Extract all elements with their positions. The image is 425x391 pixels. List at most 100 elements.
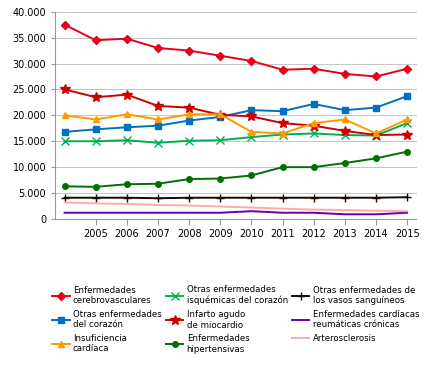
Enfermedades cardíacas
reumáticas crónicas [187, 210, 192, 215]
Infarto agudo
de miocardio [156, 104, 161, 108]
Enfermedades
hipertensivas [405, 149, 410, 154]
Enfermedades
cerebrovasculares [156, 46, 161, 50]
Insuficiencia
cardíaca [156, 117, 161, 122]
Arterosclerosis [62, 200, 67, 205]
Enfermedades
cerebrovasculares [125, 36, 130, 41]
Otras enfermedades
del corazón [311, 102, 316, 106]
Otras enfermedades de
los vasos sanguíneos [249, 196, 254, 200]
Insuficiencia
cardíaca [62, 113, 67, 118]
Enfermedades
cerebrovasculares [218, 54, 223, 58]
Arterosclerosis [249, 205, 254, 210]
Enfermedades
hipertensivas [156, 181, 161, 186]
Otras enfermedades
isquémicas del corazón [405, 121, 410, 126]
Arterosclerosis [342, 208, 347, 212]
Insuficiencia
cardíaca [342, 117, 347, 122]
Line: Enfermedades cardíacas
reumáticas crónicas: Enfermedades cardíacas reumáticas crónic… [65, 211, 407, 214]
Enfermedades
hipertensivas [125, 182, 130, 187]
Otras enfermedades
isquémicas del corazón [125, 138, 130, 143]
Arterosclerosis [187, 203, 192, 208]
Enfermedades
cerebrovasculares [374, 74, 379, 79]
Infarto agudo
de miocardio [405, 132, 410, 137]
Otras enfermedades
del corazón [405, 94, 410, 99]
Enfermedades
hipertensivas [374, 156, 379, 161]
Infarto agudo
de miocardio [218, 113, 223, 117]
Otras enfermedades de
los vasos sanguíneos [342, 196, 347, 200]
Infarto agudo
de miocardio [374, 133, 379, 137]
Line: Arterosclerosis: Arterosclerosis [65, 203, 407, 211]
Enfermedades
cerebrovasculares [93, 38, 98, 43]
Otras enfermedades
isquémicas del corazón [93, 139, 98, 143]
Arterosclerosis [280, 206, 285, 211]
Arterosclerosis [125, 202, 130, 206]
Enfermedades
cerebrovasculares [405, 66, 410, 71]
Arterosclerosis [405, 209, 410, 213]
Enfermedades
hipertensivas [187, 177, 192, 181]
Infarto agudo
de miocardio [125, 92, 130, 97]
Insuficiencia
cardíaca [311, 121, 316, 126]
Arterosclerosis [93, 201, 98, 206]
Otras enfermedades de
los vasos sanguíneos [218, 196, 223, 200]
Insuficiencia
cardíaca [93, 117, 98, 122]
Otras enfermedades
isquémicas del corazón [187, 138, 192, 143]
Legend: Enfermedades
cerebrovasculares, Otras enfermedades
del corazón, Insuficiencia
ca: Enfermedades cerebrovasculares, Otras en… [52, 285, 419, 354]
Arterosclerosis [218, 204, 223, 209]
Insuficiencia
cardíaca [405, 117, 410, 122]
Otras enfermedades de
los vasos sanguíneos [187, 196, 192, 200]
Otras enfermedades
isquémicas del corazón [218, 138, 223, 143]
Otras enfermedades
isquémicas del corazón [249, 135, 254, 140]
Enfermedades
hipertensivas [311, 165, 316, 170]
Otras enfermedades de
los vasos sanguíneos [156, 196, 161, 201]
Enfermedades
hipertensivas [249, 173, 254, 178]
Otras enfermedades
del corazón [156, 124, 161, 128]
Otras enfermedades
del corazón [62, 129, 67, 134]
Otras enfermedades de
los vasos sanguíneos [311, 196, 316, 200]
Line: Insuficiencia
cardíaca: Insuficiencia cardíaca [62, 111, 410, 136]
Insuficiencia
cardíaca [280, 131, 285, 136]
Otras enfermedades
del corazón [187, 118, 192, 123]
Infarto agudo
de miocardio [187, 105, 192, 110]
Insuficiencia
cardíaca [218, 112, 223, 117]
Line: Enfermedades
cerebrovasculares: Enfermedades cerebrovasculares [62, 22, 410, 79]
Enfermedades
cerebrovasculares [311, 66, 316, 71]
Otras enfermedades
isquémicas del corazón [342, 133, 347, 137]
Enfermedades cardíacas
reumáticas crónicas [342, 212, 347, 217]
Enfermedades cardíacas
reumáticas crónicas [93, 210, 98, 215]
Enfermedades
cerebrovasculares [187, 48, 192, 53]
Enfermedades
hipertensivas [342, 161, 347, 165]
Insuficiencia
cardíaca [374, 131, 379, 136]
Insuficiencia
cardíaca [249, 129, 254, 134]
Otras enfermedades de
los vasos sanguíneos [93, 196, 98, 200]
Line: Otras enfermedades
del corazón: Otras enfermedades del corazón [62, 93, 410, 135]
Otras enfermedades de
los vasos sanguíneos [374, 196, 379, 200]
Enfermedades
hipertensivas [62, 184, 67, 189]
Otras enfermedades
isquémicas del corazón [156, 140, 161, 145]
Infarto agudo
de miocardio [311, 124, 316, 128]
Infarto agudo
de miocardio [249, 114, 254, 119]
Enfermedades cardíacas
reumáticas crónicas [218, 210, 223, 215]
Arterosclerosis [156, 203, 161, 207]
Otras enfermedades
del corazón [280, 109, 285, 113]
Otras enfermedades de
los vasos sanguíneos [62, 196, 67, 200]
Infarto agudo
de miocardio [62, 87, 67, 92]
Otras enfermedades
del corazón [93, 127, 98, 132]
Enfermedades
cerebrovasculares [342, 72, 347, 76]
Enfermedades cardíacas
reumáticas crónicas [280, 210, 285, 215]
Otras enfermedades
isquémicas del corazón [62, 139, 67, 143]
Enfermedades cardíacas
reumáticas crónicas [156, 210, 161, 215]
Otras enfermedades
isquémicas del corazón [280, 132, 285, 137]
Enfermedades
hipertensivas [280, 165, 285, 170]
Enfermedades cardíacas
reumáticas crónicas [311, 210, 316, 215]
Otras enfermedades
del corazón [249, 108, 254, 113]
Infarto agudo
de miocardio [93, 95, 98, 100]
Enfermedades
cerebrovasculares [280, 67, 285, 72]
Otras enfermedades
del corazón [374, 105, 379, 110]
Line: Otras enfermedades
isquémicas del corazón: Otras enfermedades isquémicas del corazó… [60, 119, 411, 147]
Insuficiencia
cardíaca [125, 112, 130, 117]
Otras enfermedades
isquémicas del corazón [374, 133, 379, 138]
Line: Infarto agudo
de miocardio: Infarto agudo de miocardio [60, 84, 412, 140]
Otras enfermedades
isquémicas del corazón [311, 131, 316, 136]
Insuficiencia
cardíaca [187, 112, 192, 117]
Otras enfermedades de
los vasos sanguíneos [125, 196, 130, 200]
Otras enfermedades
del corazón [218, 115, 223, 119]
Enfermedades
hipertensivas [93, 185, 98, 189]
